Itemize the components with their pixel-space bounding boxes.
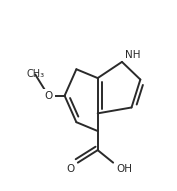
Text: OH: OH — [116, 164, 132, 174]
Text: NH: NH — [125, 50, 140, 60]
Text: O: O — [44, 91, 53, 101]
Text: CH₃: CH₃ — [26, 69, 44, 79]
Text: O: O — [67, 164, 75, 174]
